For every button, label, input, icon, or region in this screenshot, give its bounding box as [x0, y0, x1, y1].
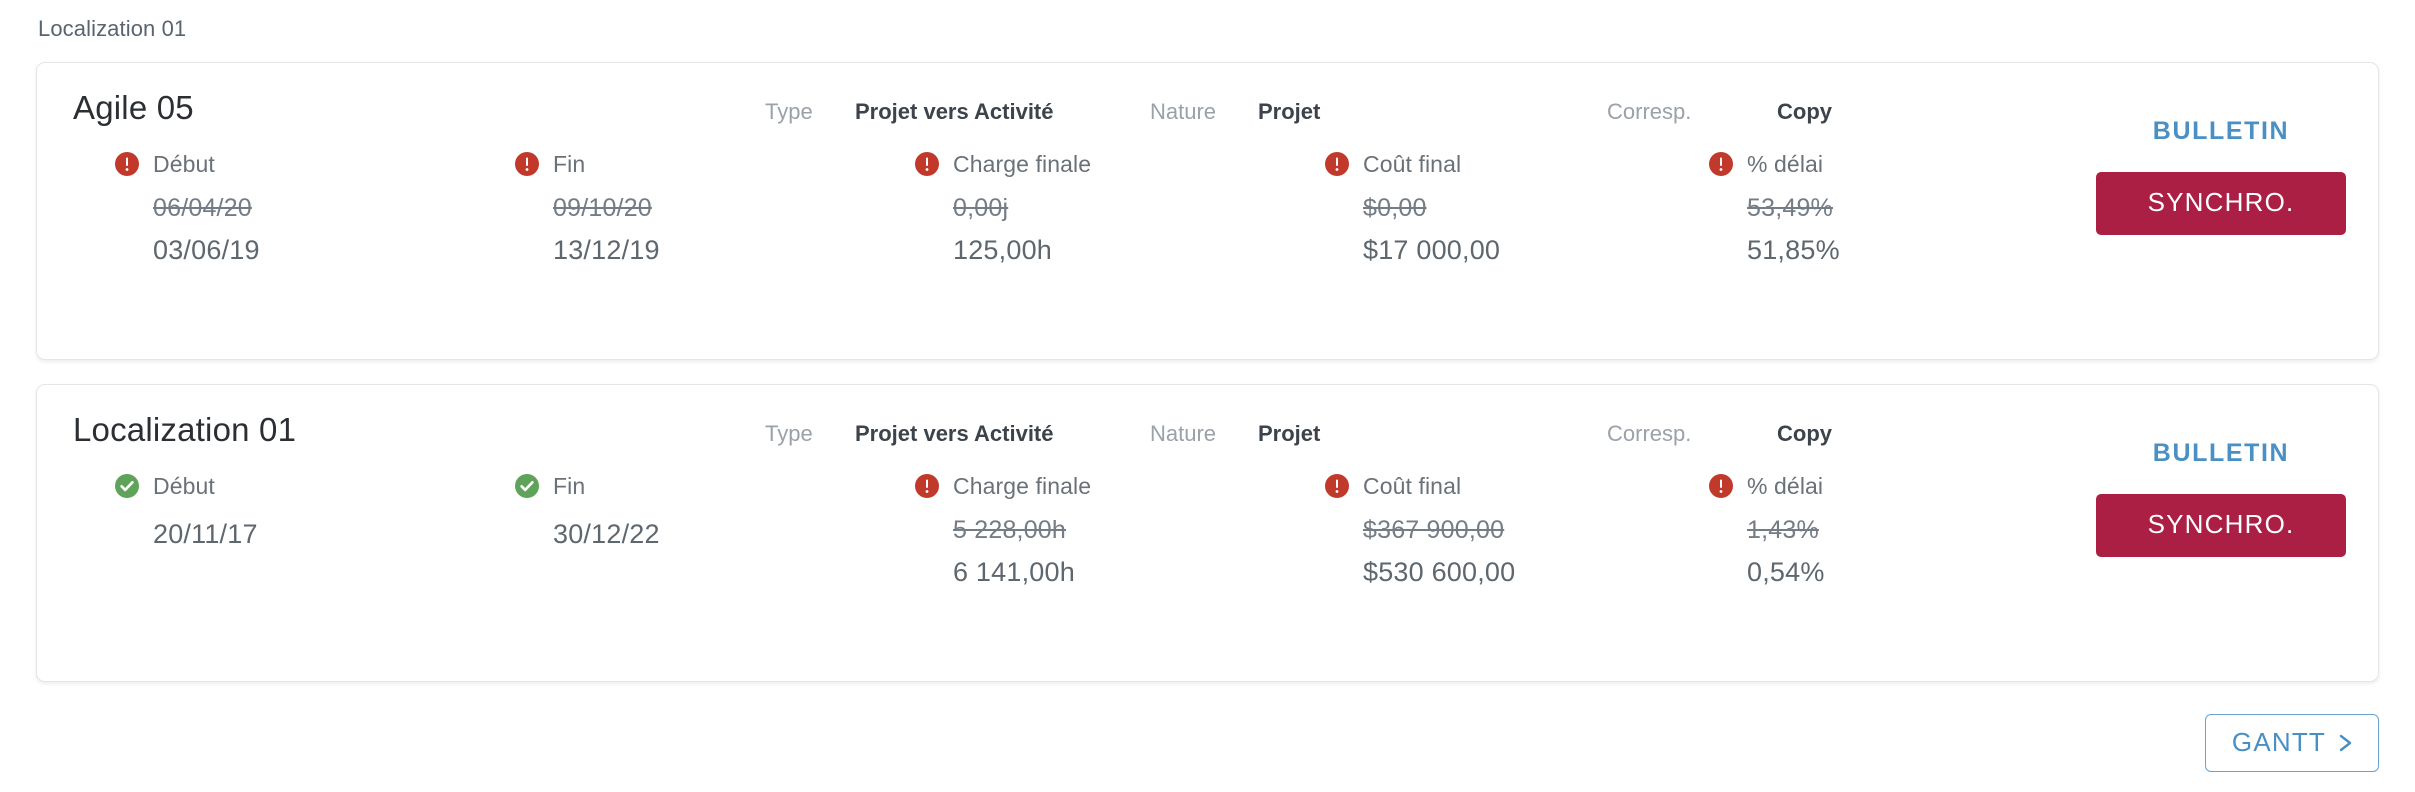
metric-old-value: 09/10/20: [553, 194, 652, 222]
metrics-row: Début 06/04/20 03/06/19 Fin 09/10/20 13/…: [37, 149, 2378, 299]
metric-new-value: $17 000,00: [1363, 235, 1501, 265]
header-type-value: Projet vers Activité: [855, 99, 1054, 124]
header-type-value: Projet vers Activité: [855, 421, 1054, 446]
metric-debut: Début 20/11/17: [115, 471, 258, 550]
metric-cout-final: Coût final $367 900,00 $530 600,00: [1325, 471, 1515, 588]
metric-new-value: 125,00h: [953, 235, 1052, 265]
metric-debut: Début 06/04/20 03/06/19: [115, 149, 260, 266]
metric-label: Fin: [553, 472, 586, 499]
bulletin-link[interactable]: BULLETIN: [2152, 439, 2290, 467]
check-circle-icon: [115, 474, 139, 498]
metric-label: Coût final: [1363, 472, 1462, 499]
header-corresp-value: Copy: [1777, 421, 1832, 446]
header-nature-label: Nature: [1150, 99, 1217, 124]
card-actions: BULLETIN SYNCHRO.: [2096, 111, 2346, 235]
error-icon: [1325, 474, 1349, 498]
metric-pct-delai: % délai 53,49% 51,85%: [1709, 149, 1840, 266]
metric-old-value: $0,00: [1363, 194, 1427, 222]
metric-cout-final: Coût final $0,00 $17 000,00: [1325, 149, 1500, 266]
error-icon: [1325, 152, 1349, 176]
breadcrumb: Localization 01: [38, 16, 187, 41]
metric-header: Fin: [515, 149, 660, 179]
header-type-label: Type: [765, 99, 813, 124]
header-corresp-label: Corresp.: [1607, 421, 1692, 446]
metric-label: % délai: [1747, 472, 1824, 499]
metric-header: Fin: [515, 471, 660, 501]
project-card: Localization 01 Type Projet vers Activit…: [36, 384, 2379, 682]
metric-new-value: 03/06/19: [153, 235, 260, 265]
header-corresp-label: Corresp.: [1607, 99, 1692, 124]
card-header: Agile 05 Type Projet vers Activité Natur…: [37, 63, 2378, 149]
metric-old-value: 06/04/20: [153, 194, 252, 222]
gantt-button[interactable]: GANTT: [2204, 714, 2379, 772]
metric-charge-finale: Charge finale 0,00j 125,00h: [915, 149, 1091, 266]
error-icon: [915, 474, 939, 498]
card-title: Agile 05: [73, 89, 194, 126]
metric-old-value: 1,43%: [1747, 516, 1819, 544]
metric-new-value: 6 141,00h: [953, 557, 1075, 587]
metric-fin: Fin 30/12/22: [515, 471, 660, 550]
header-type-label: Type: [765, 421, 813, 446]
card-actions: BULLETIN SYNCHRO.: [2096, 433, 2346, 557]
card-header: Localization 01 Type Projet vers Activit…: [37, 385, 2378, 471]
error-icon: [1709, 474, 1733, 498]
metric-header: Début: [115, 471, 258, 501]
metric-new-value: 0,54%: [1747, 557, 1825, 587]
metric-label: Début: [153, 150, 215, 177]
project-card: Agile 05 Type Projet vers Activité Natur…: [36, 62, 2379, 360]
error-icon: [915, 152, 939, 176]
metric-old-value: 0,00j: [953, 194, 1009, 222]
metric-header: Coût final: [1325, 149, 1500, 179]
gantt-button-label: GANTT: [2231, 727, 2326, 757]
metric-label: Début: [153, 472, 215, 499]
metric-header: % délai: [1709, 149, 1840, 179]
header-nature-value: Projet: [1258, 99, 1321, 124]
metric-new-value: 20/11/17: [153, 519, 258, 549]
metric-new-value: 13/12/19: [553, 235, 660, 265]
footer-actions: GANTT: [2204, 714, 2379, 772]
header-nature-value: Projet: [1258, 421, 1321, 446]
error-icon: [115, 152, 139, 176]
metric-header: Charge finale: [915, 149, 1091, 179]
metric-header: Coût final: [1325, 471, 1515, 501]
metric-new-value: $530 600,00: [1363, 557, 1516, 587]
card-title: Localization 01: [73, 411, 297, 448]
metric-pct-delai: % délai 1,43% 0,54%: [1709, 471, 1825, 588]
synchro-button[interactable]: SYNCHRO.: [2096, 172, 2346, 235]
header-corresp-value: Copy: [1777, 99, 1832, 124]
error-icon: [515, 152, 539, 176]
header-nature-label: Nature: [1150, 421, 1217, 446]
error-icon: [1709, 152, 1733, 176]
bulletin-link[interactable]: BULLETIN: [2152, 117, 2290, 145]
metric-header: % délai: [1709, 471, 1825, 501]
metric-label: Fin: [553, 150, 586, 177]
metric-label: Charge finale: [953, 150, 1092, 177]
metric-new-value: 30/12/22: [553, 519, 660, 549]
metric-old-value: 5 228,00h: [953, 516, 1067, 544]
metric-old-value: $367 900,00: [1363, 516, 1505, 544]
metric-header: Charge finale: [915, 471, 1091, 501]
metric-new-value: 51,85%: [1747, 235, 1840, 265]
check-circle-icon: [515, 474, 539, 498]
metric-charge-finale: Charge finale 5 228,00h 6 141,00h: [915, 471, 1091, 588]
chevron-right-icon: [2336, 731, 2356, 755]
metric-header: Début: [115, 149, 260, 179]
metric-fin: Fin 09/10/20 13/12/19: [515, 149, 660, 266]
metric-label: Charge finale: [953, 472, 1092, 499]
metric-label: Coût final: [1363, 150, 1462, 177]
metric-label: % délai: [1747, 150, 1824, 177]
metric-old-value: 53,49%: [1747, 194, 1833, 222]
synchro-button[interactable]: SYNCHRO.: [2096, 494, 2346, 557]
metrics-row: Début 20/11/17 Fin 30/12/22: [37, 471, 2378, 621]
